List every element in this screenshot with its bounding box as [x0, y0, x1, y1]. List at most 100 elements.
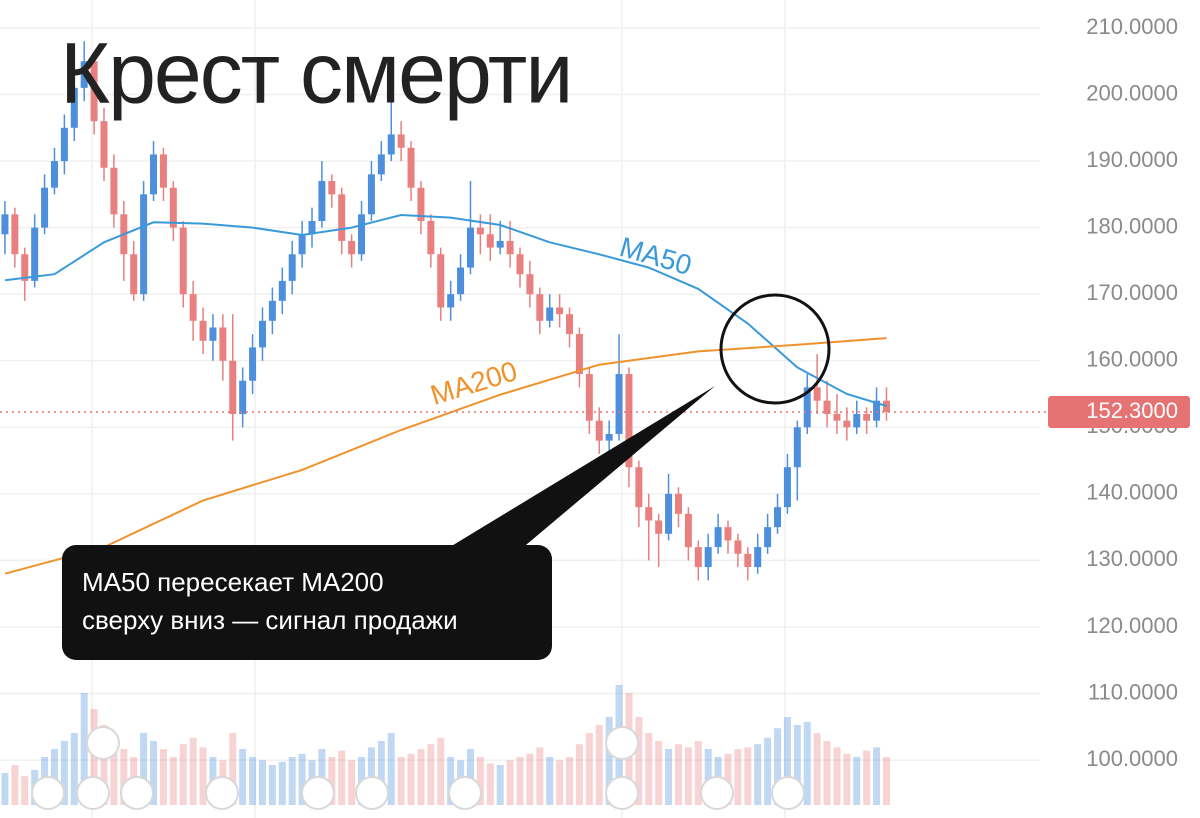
- candles-layer: [1, 41, 890, 581]
- volume-bar: [635, 717, 643, 805]
- candle-body: [70, 87, 78, 128]
- badge: [76, 776, 110, 810]
- candle-body: [793, 427, 801, 468]
- candle-body: [447, 294, 455, 308]
- volume-bar: [288, 757, 296, 805]
- candle-body: [427, 220, 435, 255]
- candle-body: [645, 507, 653, 521]
- candle-body: [496, 240, 504, 248]
- candle-body: [348, 240, 356, 255]
- badge: [86, 726, 120, 760]
- candle-body: [219, 327, 227, 361]
- volume-bar: [863, 750, 871, 805]
- candle-body: [674, 493, 682, 514]
- candle-body: [635, 467, 643, 508]
- volume-bar: [506, 760, 514, 805]
- candle-body: [268, 300, 276, 321]
- badge: [700, 776, 734, 810]
- volume-bar: [823, 741, 831, 805]
- volume-bar: [575, 744, 583, 805]
- candle-body: [744, 553, 752, 568]
- callout-line: сверху вниз — сигнал продажи: [82, 605, 458, 635]
- y-tick-label: 140.0000: [1086, 480, 1178, 505]
- volume-bar: [377, 741, 385, 805]
- volume-bar: [150, 741, 158, 805]
- candle-body: [665, 493, 673, 534]
- volume-bar: [496, 765, 504, 805]
- y-tick-label: 170.0000: [1086, 280, 1178, 305]
- volume-bar: [110, 741, 118, 805]
- volume-bar: [774, 728, 782, 805]
- volume-bar: [882, 757, 890, 805]
- y-tick-label: 160.0000: [1086, 347, 1178, 372]
- volume-bar: [80, 693, 88, 805]
- volume-bar: [526, 753, 534, 805]
- volume-bar: [853, 757, 861, 805]
- volume-bar: [585, 733, 593, 805]
- candle-body: [407, 147, 415, 188]
- volume-bar: [338, 750, 346, 805]
- y-tick-label: 190.0000: [1086, 147, 1178, 172]
- candle-body: [387, 134, 395, 155]
- candle-body: [358, 214, 366, 255]
- volume-bar: [120, 749, 128, 805]
- volume-bar: [239, 749, 247, 805]
- candle-body: [140, 194, 148, 295]
- candle-body: [199, 320, 207, 341]
- volume-bar: [833, 747, 841, 805]
- candle-body: [278, 280, 286, 301]
- callout-box: [62, 545, 552, 660]
- candle-body: [764, 527, 772, 548]
- callout-line: MA50 пересекает MA200: [82, 567, 384, 597]
- candle-body: [100, 121, 108, 168]
- candle-body: [258, 320, 266, 348]
- badges: [31, 726, 805, 810]
- volume-bar: [189, 737, 197, 805]
- volume-bar: [605, 717, 613, 805]
- volume-bar: [655, 741, 663, 805]
- volume-bar: [60, 741, 68, 805]
- badge: [605, 726, 639, 760]
- candle-body: [546, 307, 554, 321]
- y-tick-label: 120.0000: [1086, 613, 1178, 638]
- volume-bar: [1, 773, 9, 805]
- candle-body: [516, 254, 524, 275]
- candle-body: [338, 194, 346, 241]
- volume-bar: [278, 761, 286, 805]
- candle-body: [328, 181, 336, 195]
- candle-body: [526, 274, 534, 295]
- cross-highlight: [719, 293, 831, 405]
- badge: [771, 776, 805, 810]
- badge: [301, 776, 335, 810]
- volume-bar: [843, 753, 851, 805]
- candle-body: [566, 314, 574, 335]
- volume-bar: [11, 765, 19, 805]
- volume-bar: [437, 737, 445, 805]
- volume-bar: [476, 757, 484, 805]
- y-tick-label: 100.0000: [1086, 746, 1178, 771]
- candle-body: [605, 433, 613, 441]
- candle-body: [318, 181, 326, 221]
- candle-body: [397, 134, 405, 148]
- volume-bar: [199, 747, 207, 805]
- volume-bar: [536, 747, 544, 805]
- candle-body: [377, 154, 385, 175]
- candle-body: [704, 547, 712, 568]
- volume-bar: [387, 733, 395, 805]
- candle-body: [585, 374, 593, 421]
- volume-bar: [179, 744, 187, 805]
- candle-body: [655, 520, 663, 534]
- volume-bar: [516, 757, 524, 805]
- y-tick-label: 130.0000: [1086, 546, 1178, 571]
- volume-bar: [21, 776, 29, 805]
- volume-bar: [348, 760, 356, 805]
- candle-body: [11, 214, 19, 255]
- badge: [605, 776, 639, 810]
- volume-bar: [447, 757, 455, 805]
- volume-bar: [100, 725, 108, 805]
- volume-bar: [744, 747, 752, 805]
- candle-body: [684, 513, 692, 548]
- candle-body: [1, 214, 9, 235]
- volume-bar: [486, 763, 494, 805]
